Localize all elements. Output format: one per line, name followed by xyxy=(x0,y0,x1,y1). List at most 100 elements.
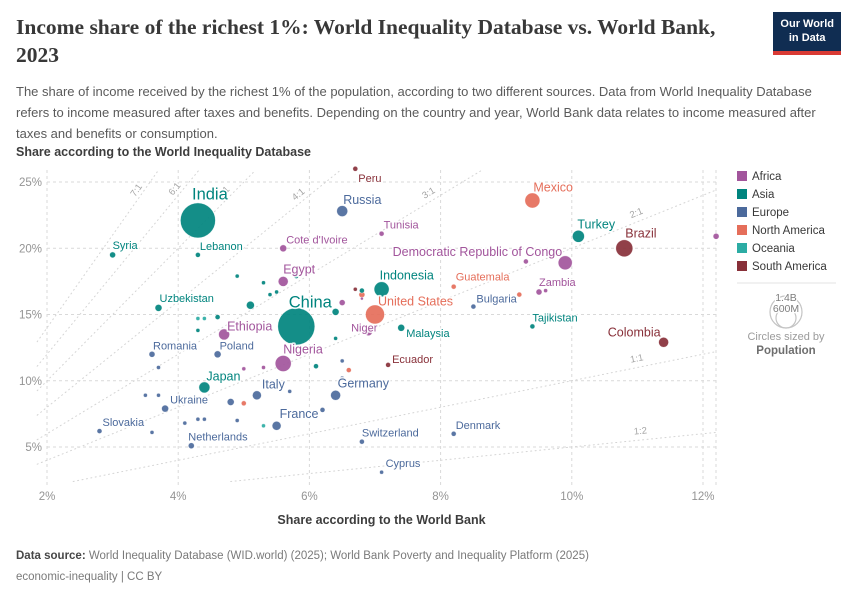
country-label-india[interactable]: India xyxy=(190,184,230,205)
data-point-ecuador[interactable] xyxy=(385,362,391,368)
data-point-ukraine[interactable] xyxy=(161,404,169,413)
legend-item-north-america[interactable]: North America xyxy=(737,225,825,237)
data-point-guatemala[interactable] xyxy=(450,283,457,290)
data-point[interactable] xyxy=(293,273,300,279)
data-point[interactable] xyxy=(226,398,235,406)
data-point-united-states[interactable] xyxy=(365,304,385,325)
legend-item-europe[interactable]: Europe xyxy=(737,207,789,219)
data-point-denmark[interactable] xyxy=(450,430,457,437)
country-label-germany[interactable]: Germany xyxy=(336,375,391,392)
country-label-united-states[interactable]: United States xyxy=(376,293,454,310)
owid-logo[interactable]: Our World in Data xyxy=(773,12,841,55)
data-point-cyprus[interactable] xyxy=(379,469,384,475)
legend-item-oceania[interactable]: Oceania xyxy=(737,243,795,255)
data-point-switzerland[interactable] xyxy=(359,438,365,445)
country-label-france[interactable]: France xyxy=(278,405,320,422)
data-point-bulgaria[interactable] xyxy=(470,303,477,310)
data-point-italy[interactable] xyxy=(252,390,262,401)
data-point[interactable] xyxy=(523,258,529,265)
data-point-russia[interactable] xyxy=(336,205,349,217)
data-point-germany[interactable] xyxy=(330,389,341,401)
country-label-colombia[interactable]: Colombia xyxy=(606,324,662,341)
data-point[interactable] xyxy=(156,365,161,370)
country-label-uzbekistan[interactable]: Uzbekistan xyxy=(158,291,216,306)
data-point-egypt[interactable] xyxy=(277,276,289,287)
country-label-brazil[interactable]: Brazil xyxy=(624,225,658,242)
data-point-uzbekistan[interactable] xyxy=(154,304,163,312)
country-label-egypt[interactable]: Egypt xyxy=(282,261,318,278)
data-point-malaysia[interactable] xyxy=(397,323,406,332)
data-point[interactable] xyxy=(261,423,266,429)
country-label-poland[interactable]: Poland xyxy=(218,339,255,354)
legend-item-africa[interactable]: Africa xyxy=(737,171,782,183)
data-point[interactable] xyxy=(313,363,319,370)
data-point-poland[interactable] xyxy=(213,350,222,359)
data-point[interactable] xyxy=(543,288,548,293)
data-point[interactable] xyxy=(338,299,346,306)
country-label-russia[interactable]: Russia xyxy=(342,192,383,209)
data-point-china[interactable] xyxy=(277,307,316,346)
data-point[interactable] xyxy=(333,336,338,341)
country-label-syria[interactable]: Syria xyxy=(111,238,140,253)
country-label-lebanon[interactable]: Lebanon xyxy=(198,239,244,254)
data-point[interactable] xyxy=(319,407,326,413)
country-label-ecuador[interactable]: Ecuador xyxy=(391,352,436,367)
data-point[interactable] xyxy=(143,392,148,398)
data-point[interactable] xyxy=(246,300,255,310)
data-point[interactable] xyxy=(241,400,247,407)
data-point[interactable] xyxy=(360,296,364,301)
country-label-nigeria[interactable]: Nigeria xyxy=(282,341,325,358)
data-point[interactable] xyxy=(339,375,345,381)
data-point[interactable] xyxy=(352,286,358,292)
country-label-indonesia[interactable]: Indonesia xyxy=(378,267,435,284)
country-label-guatemala[interactable]: Guatemala xyxy=(454,270,512,285)
data-point-romania[interactable] xyxy=(148,350,156,358)
data-point[interactable] xyxy=(156,392,161,398)
country-label-denmark[interactable]: Denmark xyxy=(454,418,502,433)
legend-item-asia[interactable]: Asia xyxy=(737,189,775,201)
country-label-china[interactable]: China xyxy=(287,292,334,313)
data-point[interactable] xyxy=(345,367,352,373)
data-point[interactable] xyxy=(359,287,365,294)
data-point[interactable] xyxy=(202,416,207,422)
country-label-ukraine[interactable]: Ukraine xyxy=(169,393,210,408)
data-point-nigeria[interactable] xyxy=(274,355,292,372)
data-point-zambia[interactable] xyxy=(535,288,543,296)
data-point[interactable] xyxy=(195,328,201,333)
country-label-niger[interactable]: Niger xyxy=(350,321,380,336)
data-point[interactable] xyxy=(516,291,523,298)
data-point[interactable] xyxy=(182,420,188,426)
legend-item-south-america[interactable]: South America xyxy=(737,261,827,273)
data-point-tunisia[interactable] xyxy=(378,230,385,237)
country-label-turkey[interactable]: Turkey xyxy=(576,216,618,233)
country-label-cote-d-ivoire[interactable]: Cote d'Ivoire xyxy=(285,233,350,248)
country-label-romania[interactable]: Romania xyxy=(151,339,199,354)
data-point-lebanon[interactable] xyxy=(195,252,201,258)
data-point-peru[interactable] xyxy=(352,166,359,172)
country-label-bulgaria[interactable]: Bulgaria xyxy=(475,292,519,307)
data-point[interactable] xyxy=(261,365,266,370)
data-point-netherlands[interactable] xyxy=(188,442,195,450)
country-label-malaysia[interactable]: Malaysia xyxy=(405,326,452,341)
data-point[interactable] xyxy=(287,389,293,394)
data-point-mexico[interactable] xyxy=(524,192,541,209)
data-point[interactable] xyxy=(149,430,155,435)
data-point-cote-d-ivoire[interactable] xyxy=(279,244,288,253)
data-point-niger[interactable] xyxy=(364,327,373,337)
data-point-ethiopia[interactable] xyxy=(218,328,230,341)
data-point-colombia[interactable] xyxy=(658,336,669,348)
data-point-democratic-republic-of-congo[interactable] xyxy=(557,255,573,271)
country-label-zambia[interactable]: Zambia xyxy=(537,275,578,290)
data-point[interactable] xyxy=(339,358,345,364)
data-point-tajikistan[interactable] xyxy=(529,323,536,330)
country-label-peru[interactable]: Peru xyxy=(357,171,383,186)
data-point[interactable] xyxy=(274,289,279,295)
data-point[interactable] xyxy=(712,233,720,240)
country-label-netherlands[interactable]: Netherlands xyxy=(187,430,250,445)
data-point[interactable] xyxy=(267,292,273,297)
country-label-tajikistan[interactable]: Tajikistan xyxy=(531,311,579,326)
data-point-turkey[interactable] xyxy=(572,230,585,243)
country-label-ethiopia[interactable]: Ethiopia xyxy=(226,318,274,335)
country-label-tunisia[interactable]: Tunisia xyxy=(382,218,421,233)
data-point[interactable] xyxy=(195,416,201,422)
